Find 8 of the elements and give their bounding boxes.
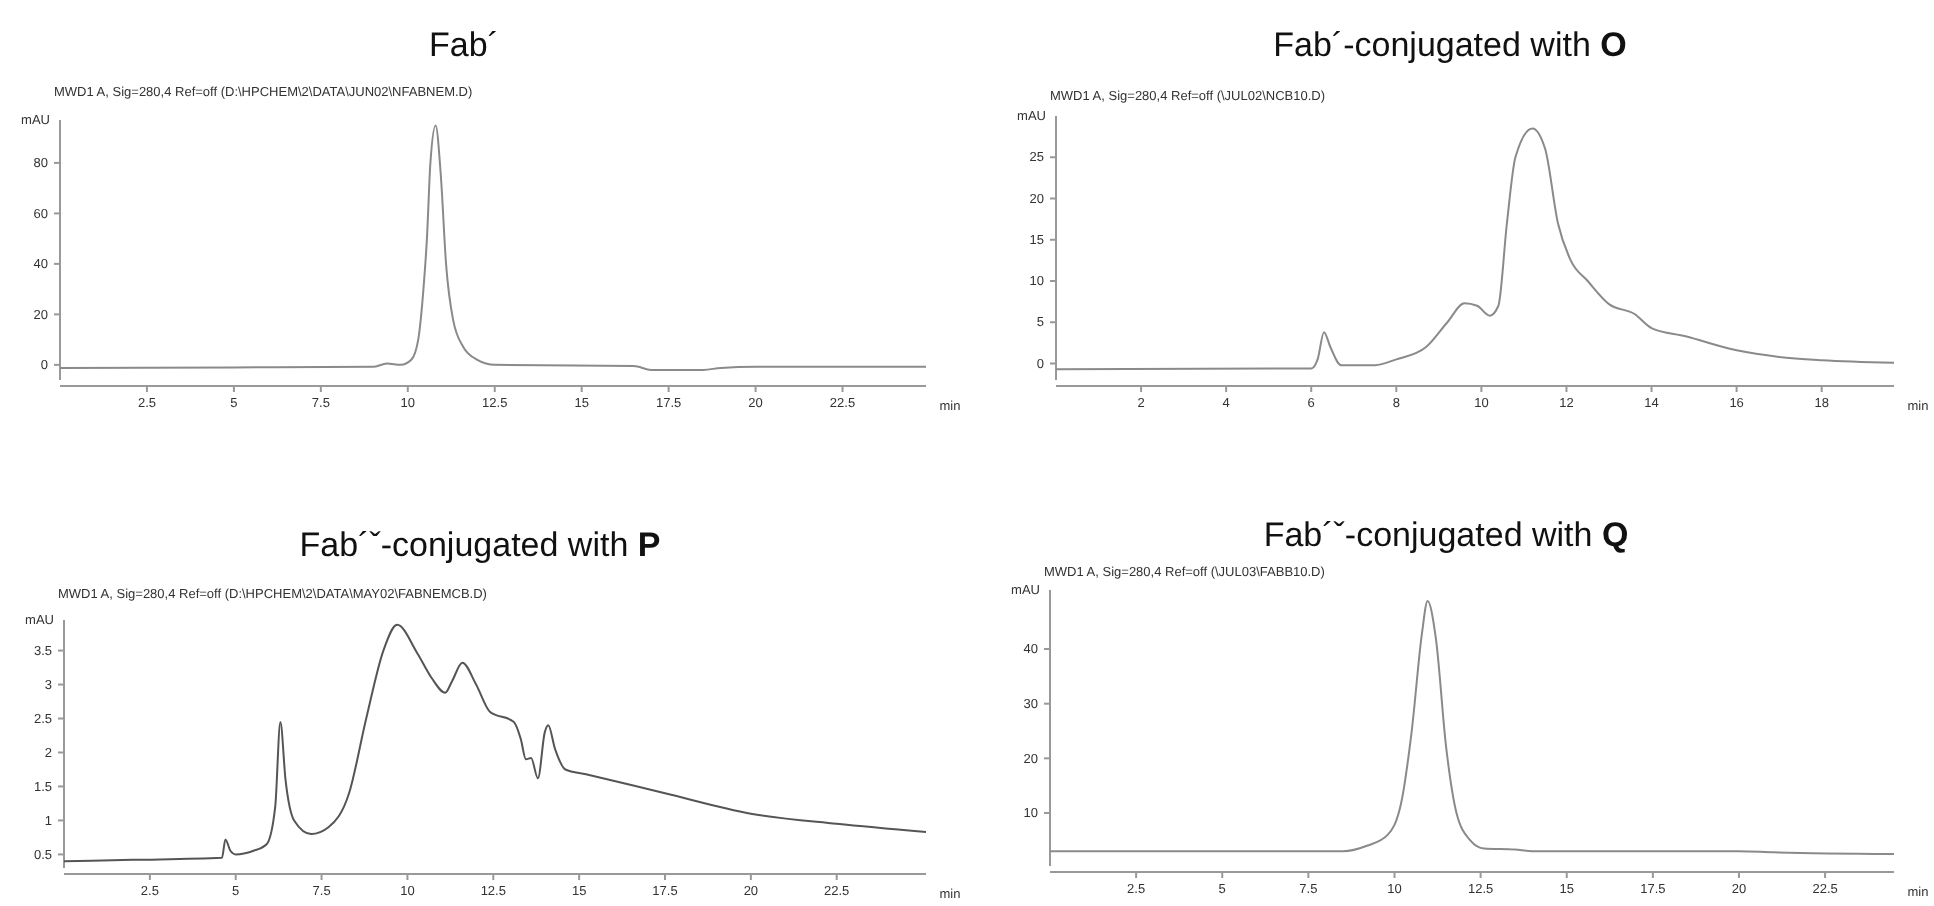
chart-title: Fab´ˇ-conjugated with P xyxy=(299,526,661,564)
chart-title: Fab´ xyxy=(429,26,499,64)
line-series xyxy=(63,623,927,863)
chart-title: Fab´ˇ-conjugated with Q xyxy=(1263,516,1629,554)
chart-title: Fab´-conjugated with O xyxy=(1273,26,1627,64)
line-series xyxy=(1055,127,1895,371)
line-series xyxy=(59,124,927,371)
line-series xyxy=(1049,599,1895,855)
